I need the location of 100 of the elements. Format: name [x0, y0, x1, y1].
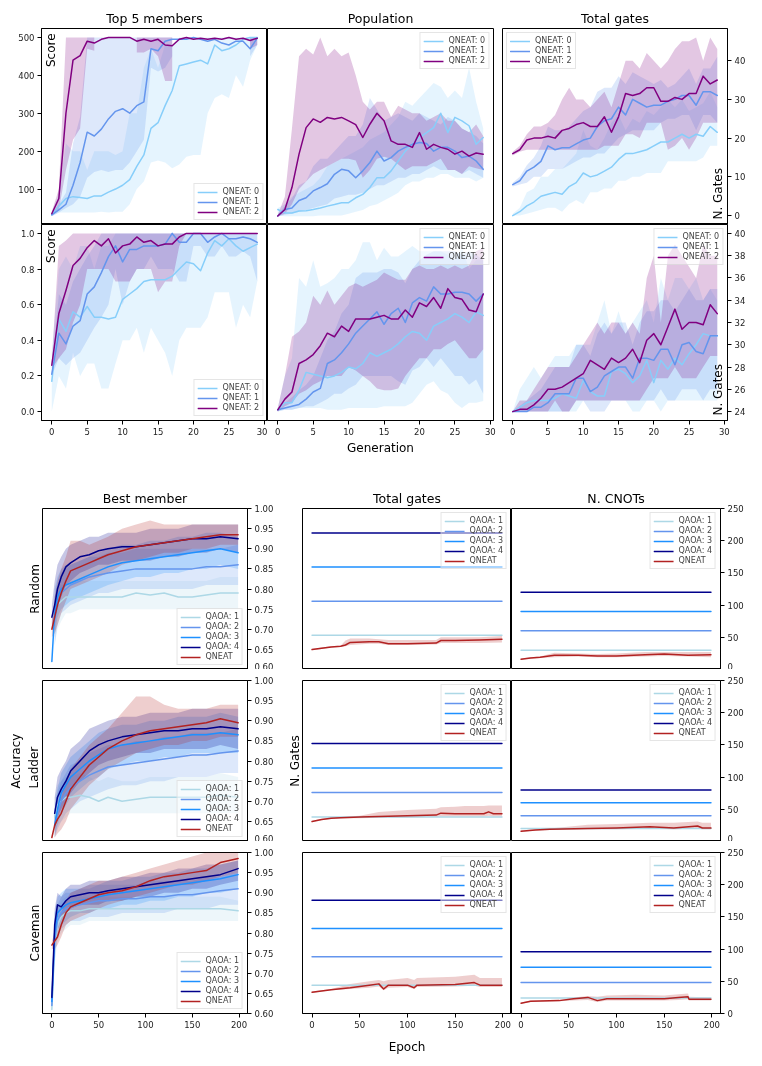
x-tick-label: 0 — [518, 1019, 524, 1030]
y-tick-label: 34 — [734, 295, 746, 306]
legend-label: QAOA: 1 — [678, 688, 712, 697]
y-tick-label: 0.60 — [254, 661, 274, 672]
legend-label: QNEAT: 2 — [222, 207, 259, 216]
legend-label: QNEAT: 0 — [448, 36, 485, 45]
y-tick-label: 0.2 — [20, 371, 35, 382]
y-tick-label: 0.95 — [254, 524, 274, 535]
y-tick-label: 0.0 — [20, 407, 35, 418]
y-tick-label: 250 — [727, 676, 744, 686]
y-tick-label: 0 — [727, 833, 733, 844]
legend-label: QAOA: 2 — [678, 698, 712, 707]
y-tick-label: 0.65 — [254, 988, 274, 999]
x-tick-label: 5 — [84, 426, 90, 437]
x-tick-label: 0 — [49, 1019, 55, 1030]
legend-label: QNEAT: 2 — [448, 56, 485, 65]
x-tick-label: 50 — [93, 1019, 105, 1030]
x-tick-label: 30 — [484, 426, 496, 437]
legend-label: QNEAT: 1 — [448, 242, 485, 251]
y-tick-label: 24 — [734, 407, 746, 418]
x-tick-label: 10 — [343, 426, 355, 437]
chart-title: Population — [347, 11, 414, 26]
y-tick-label: 0.90 — [254, 888, 274, 899]
x-tick-label: 200 — [494, 1019, 512, 1030]
y-tick-label: 26 — [734, 384, 746, 395]
y-axis-title: Score — [44, 33, 59, 68]
x-tick-label: 0 — [309, 1019, 315, 1030]
legend-label: QNEAT — [469, 556, 497, 565]
legend-label: QNEAT — [205, 824, 233, 833]
y-tick-label: 0.8 — [20, 264, 35, 275]
line-series — [51, 548, 239, 663]
x-tick-label: 15 — [152, 426, 164, 437]
y-tick-label: 36 — [734, 273, 746, 284]
legend-label: QNEAT: 2 — [535, 56, 572, 65]
legend-label: QAOA: 2 — [205, 794, 239, 803]
y-tick-label: 1.00 — [254, 676, 274, 686]
x-tick-label: 100 — [608, 1019, 625, 1030]
y-axis-title: Caveman — [27, 904, 42, 962]
x-tick-label: 20 — [188, 426, 199, 437]
legend-label: QNEAT: 0 — [535, 36, 572, 45]
y-tick-label: 0.65 — [254, 644, 274, 655]
x-tick-label: 25 — [223, 426, 235, 437]
legend-label: QAOA: 1 — [678, 860, 712, 869]
legend-label: QNEAT: 0 — [448, 232, 485, 241]
legend-label: QAOA: 2 — [469, 698, 503, 707]
legend-label: QNEAT: 2 — [448, 252, 485, 261]
y-tick-label: 0.85 — [254, 736, 274, 747]
x-tick-label: 5 — [545, 426, 551, 437]
x-tick-label: 100 — [399, 1019, 416, 1030]
y-axis-title: Accuracy Ladder — [9, 733, 42, 789]
y-tick-label: 400 — [18, 70, 35, 81]
legend-label: QAOA: 1 — [205, 784, 239, 793]
legend-label: QNEAT: 2 — [682, 252, 719, 261]
legend-label: QAOA: 3 — [205, 804, 239, 813]
x-tick-label: 20 — [648, 426, 660, 437]
legend-label: QNEAT: 0 — [222, 383, 259, 392]
legend-label: QAOA: 1 — [469, 860, 503, 869]
chart-title: Best member — [102, 491, 189, 506]
x-tick-label: 25 — [683, 426, 695, 437]
y-tick-label: 0.75 — [254, 948, 274, 959]
y-tick-label: 200 — [727, 880, 744, 891]
y-tick-label: 100 — [727, 772, 744, 783]
legend-label: QAOA: 2 — [205, 622, 239, 631]
legend-label: QNEAT — [678, 900, 706, 909]
y-tick-label: 200 — [727, 536, 744, 547]
x-tick-label: 150 — [447, 1019, 464, 1030]
y-axis-title: Random — [27, 564, 42, 614]
legend-label: QAOA: 1 — [469, 688, 503, 697]
legend-label: QNEAT — [469, 728, 497, 737]
y-tick-label: 0 — [734, 211, 740, 222]
x-tick-label: 10 — [117, 426, 129, 437]
y-tick-label: 0.90 — [254, 716, 274, 727]
y-tick-label: 100 — [727, 944, 744, 955]
y-tick-label: 1.00 — [254, 848, 274, 858]
y-axis-title: Score — [44, 229, 59, 264]
chart-title: Top 5 members — [105, 11, 203, 26]
y-tick-label: 200 — [18, 146, 35, 157]
legend-label: QNEAT — [205, 996, 233, 1005]
y-tick-label: 0.60 — [254, 1009, 274, 1019]
legend-label: QAOA: 1 — [205, 956, 239, 965]
y-tick-label: 0.70 — [254, 624, 274, 635]
y-tick-label: 50 — [727, 976, 739, 987]
legend-label: QNEAT: 1 — [448, 46, 485, 55]
y-tick-label: 150 — [727, 568, 744, 579]
legend-label: QAOA: 3 — [205, 632, 239, 641]
legend-label: QAOA: 4 — [205, 986, 239, 995]
y-tick-label: 1.0 — [20, 228, 35, 239]
x-tick-label: 25 — [449, 426, 461, 437]
x-tick-label: 200 — [230, 1019, 248, 1030]
legend-label: QAOA: 2 — [469, 526, 503, 535]
y-tick-label: 150 — [727, 912, 744, 923]
y-tick-label: 500 — [18, 32, 35, 43]
chart-title: N. CNOTs — [587, 491, 645, 506]
y-tick-label: 100 — [18, 184, 35, 195]
legend-label: QAOA: 4 — [678, 546, 712, 555]
y-tick-label: 40 — [734, 228, 746, 239]
y-tick-label: 28 — [734, 362, 746, 373]
y-tick-label: 0.80 — [254, 584, 274, 595]
y-tick-label: 0.70 — [254, 796, 274, 807]
y-tick-label: 0.65 — [254, 816, 274, 827]
